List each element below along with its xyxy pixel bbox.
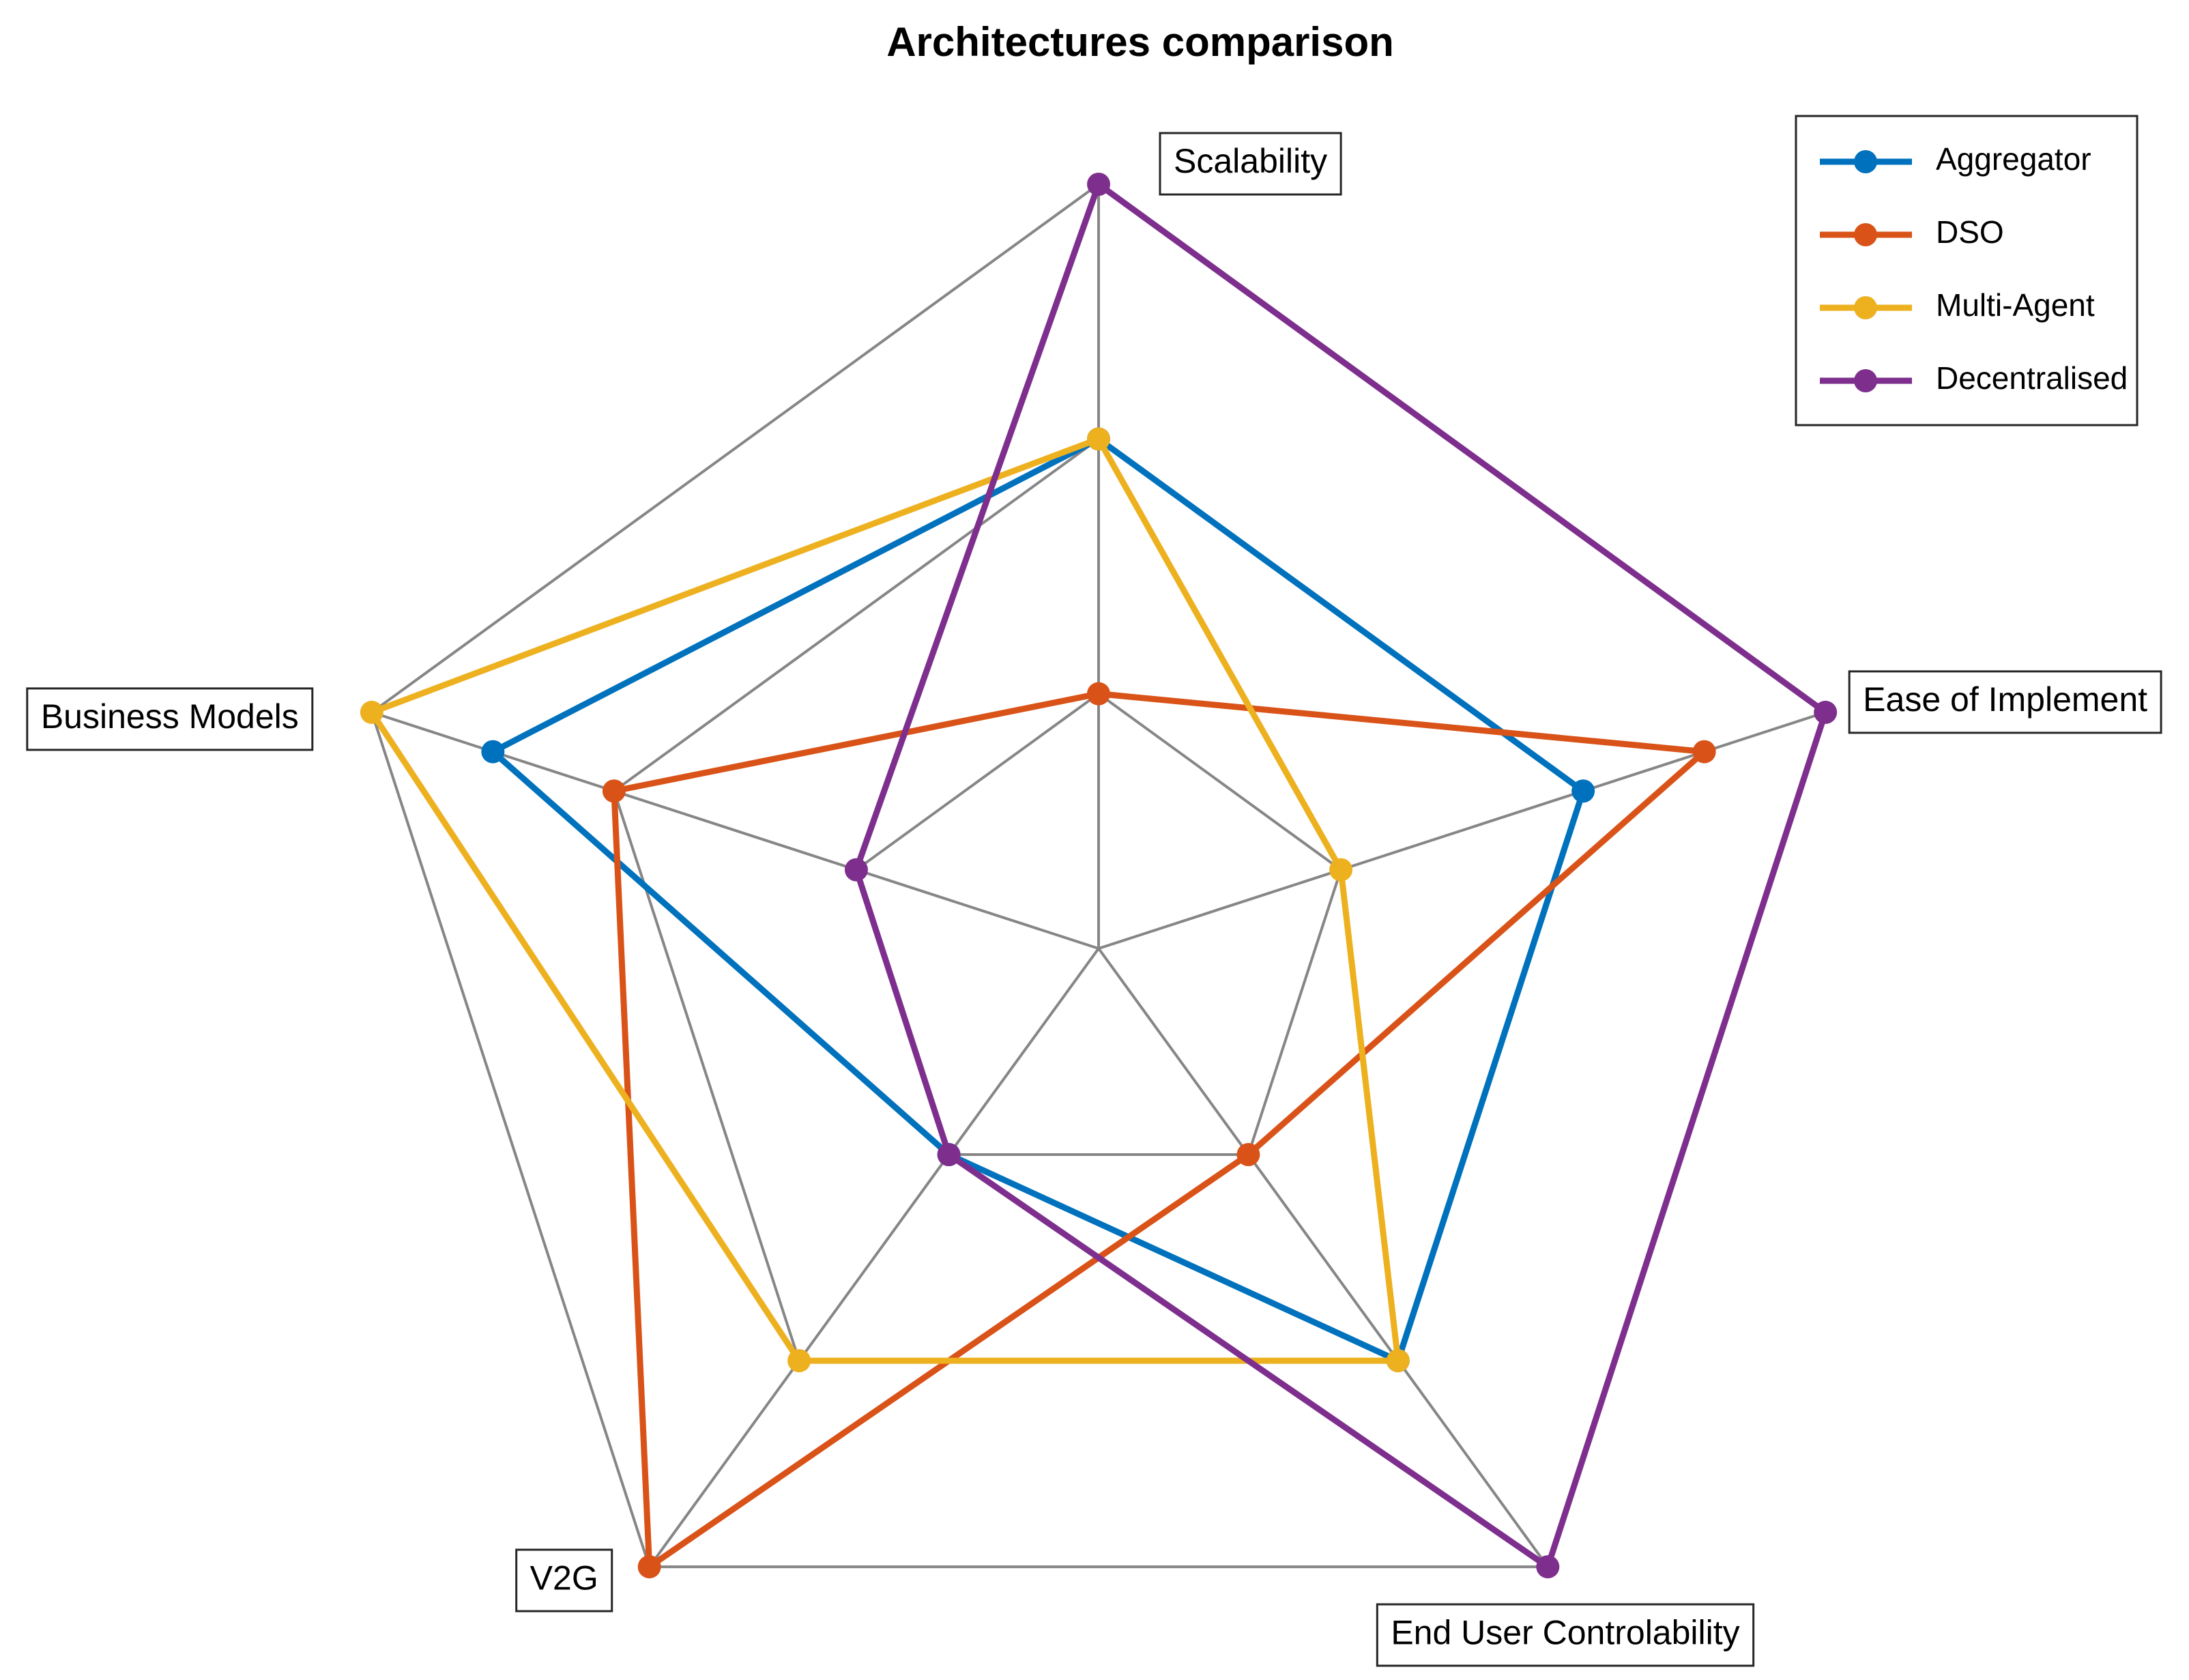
series-line-multi-agent bbox=[368, 435, 1402, 1364]
axis-label-text: Business Models bbox=[41, 697, 299, 736]
data-point-dso-v2g bbox=[637, 1555, 661, 1579]
legend-item-decentralised: Decentralised bbox=[1820, 360, 2128, 396]
axis-label-box bbox=[1848, 670, 2162, 734]
series-multi-agent bbox=[360, 427, 1410, 1373]
axis-label-end-user-controlability: End User Controlability bbox=[1376, 1603, 1755, 1667]
legend-label: DSO bbox=[1936, 214, 2004, 250]
data-point-multi-agent-end-user-controlability bbox=[1386, 1349, 1410, 1373]
axis-label-ease-of-implement: Ease of Implement bbox=[1848, 670, 2162, 734]
axis-spoke-ease-of-implement bbox=[1098, 710, 1826, 950]
data-point-dso-scalability bbox=[1087, 682, 1110, 706]
axis-label-text: Scalability bbox=[1174, 142, 1327, 180]
axis-label-box bbox=[1376, 1603, 1755, 1667]
legend-label: Multi-Agent bbox=[1936, 287, 2095, 323]
data-point-decentralised-v2g bbox=[937, 1143, 961, 1167]
data-point-multi-agent-business-models bbox=[360, 700, 383, 724]
data-point-multi-agent-v2g bbox=[787, 1349, 811, 1373]
axis-labels: Scalability Ease of Implement End User Con… bbox=[26, 132, 2162, 1667]
data-point-decentralised-business-models bbox=[844, 858, 868, 882]
data-point-decentralised-ease-of-implement bbox=[1814, 700, 1838, 724]
legend-label: Aggregator bbox=[1936, 141, 2091, 177]
axis-spoke-end-user-controlability bbox=[1097, 947, 1549, 1568]
data-point-aggregator-business-models bbox=[481, 740, 505, 764]
axis-label-box bbox=[1159, 132, 1342, 196]
legend-item-dso: DSO bbox=[1820, 214, 2004, 250]
data-point-multi-agent-ease-of-implement bbox=[1329, 858, 1353, 882]
data-point-decentralised-scalability bbox=[1087, 173, 1110, 196]
data-point-aggregator-ease-of-implement bbox=[1571, 779, 1595, 803]
axis-label-v2g: V2G bbox=[515, 1548, 613, 1612]
legend-marker bbox=[1854, 223, 1877, 246]
chart-title: Architectures comparison bbox=[886, 19, 1394, 65]
data-point-dso-ease-of-implement bbox=[1692, 740, 1716, 764]
series-layer bbox=[360, 173, 1838, 1579]
legend-marker bbox=[1854, 296, 1877, 319]
data-point-decentralised-end-user-controlability bbox=[1536, 1555, 1560, 1579]
axis-spoke-v2g bbox=[648, 947, 1100, 1568]
data-point-multi-agent-scalability bbox=[1087, 427, 1110, 451]
legend-marker bbox=[1854, 150, 1877, 173]
legend-box bbox=[1795, 115, 2139, 426]
series-line-dso bbox=[611, 691, 1708, 1570]
legend-marker bbox=[1854, 369, 1877, 392]
series-line-decentralised bbox=[853, 181, 1829, 1570]
legend-label: Decentralised bbox=[1936, 360, 2128, 396]
grid-ring bbox=[854, 692, 1343, 1157]
legend-item-aggregator: Aggregator bbox=[1820, 141, 2091, 177]
axis-spoke-business-models bbox=[371, 710, 1099, 950]
axis-label-box bbox=[515, 1548, 613, 1612]
legend: Aggregator DSO Multi-Agent Decentralised bbox=[1795, 115, 2139, 426]
axis-label-scalability: Scalability bbox=[1159, 132, 1342, 196]
series-line-aggregator bbox=[489, 435, 1586, 1364]
data-point-dso-end-user-controlability bbox=[1236, 1143, 1260, 1167]
axis-label-text: End User Controlability bbox=[1391, 1613, 1739, 1651]
series-dso bbox=[602, 682, 1716, 1579]
data-point-dso-business-models bbox=[602, 779, 626, 803]
axis-label-business-models: Business Models bbox=[26, 687, 314, 751]
axis-label-box bbox=[26, 687, 314, 751]
series-decentralised bbox=[844, 173, 1838, 1579]
axis-label-text: V2G bbox=[530, 1559, 598, 1597]
legend-item-multi-agent: Multi-Agent bbox=[1820, 287, 2095, 323]
axis-label-text: Ease of Implement bbox=[1863, 680, 2147, 719]
